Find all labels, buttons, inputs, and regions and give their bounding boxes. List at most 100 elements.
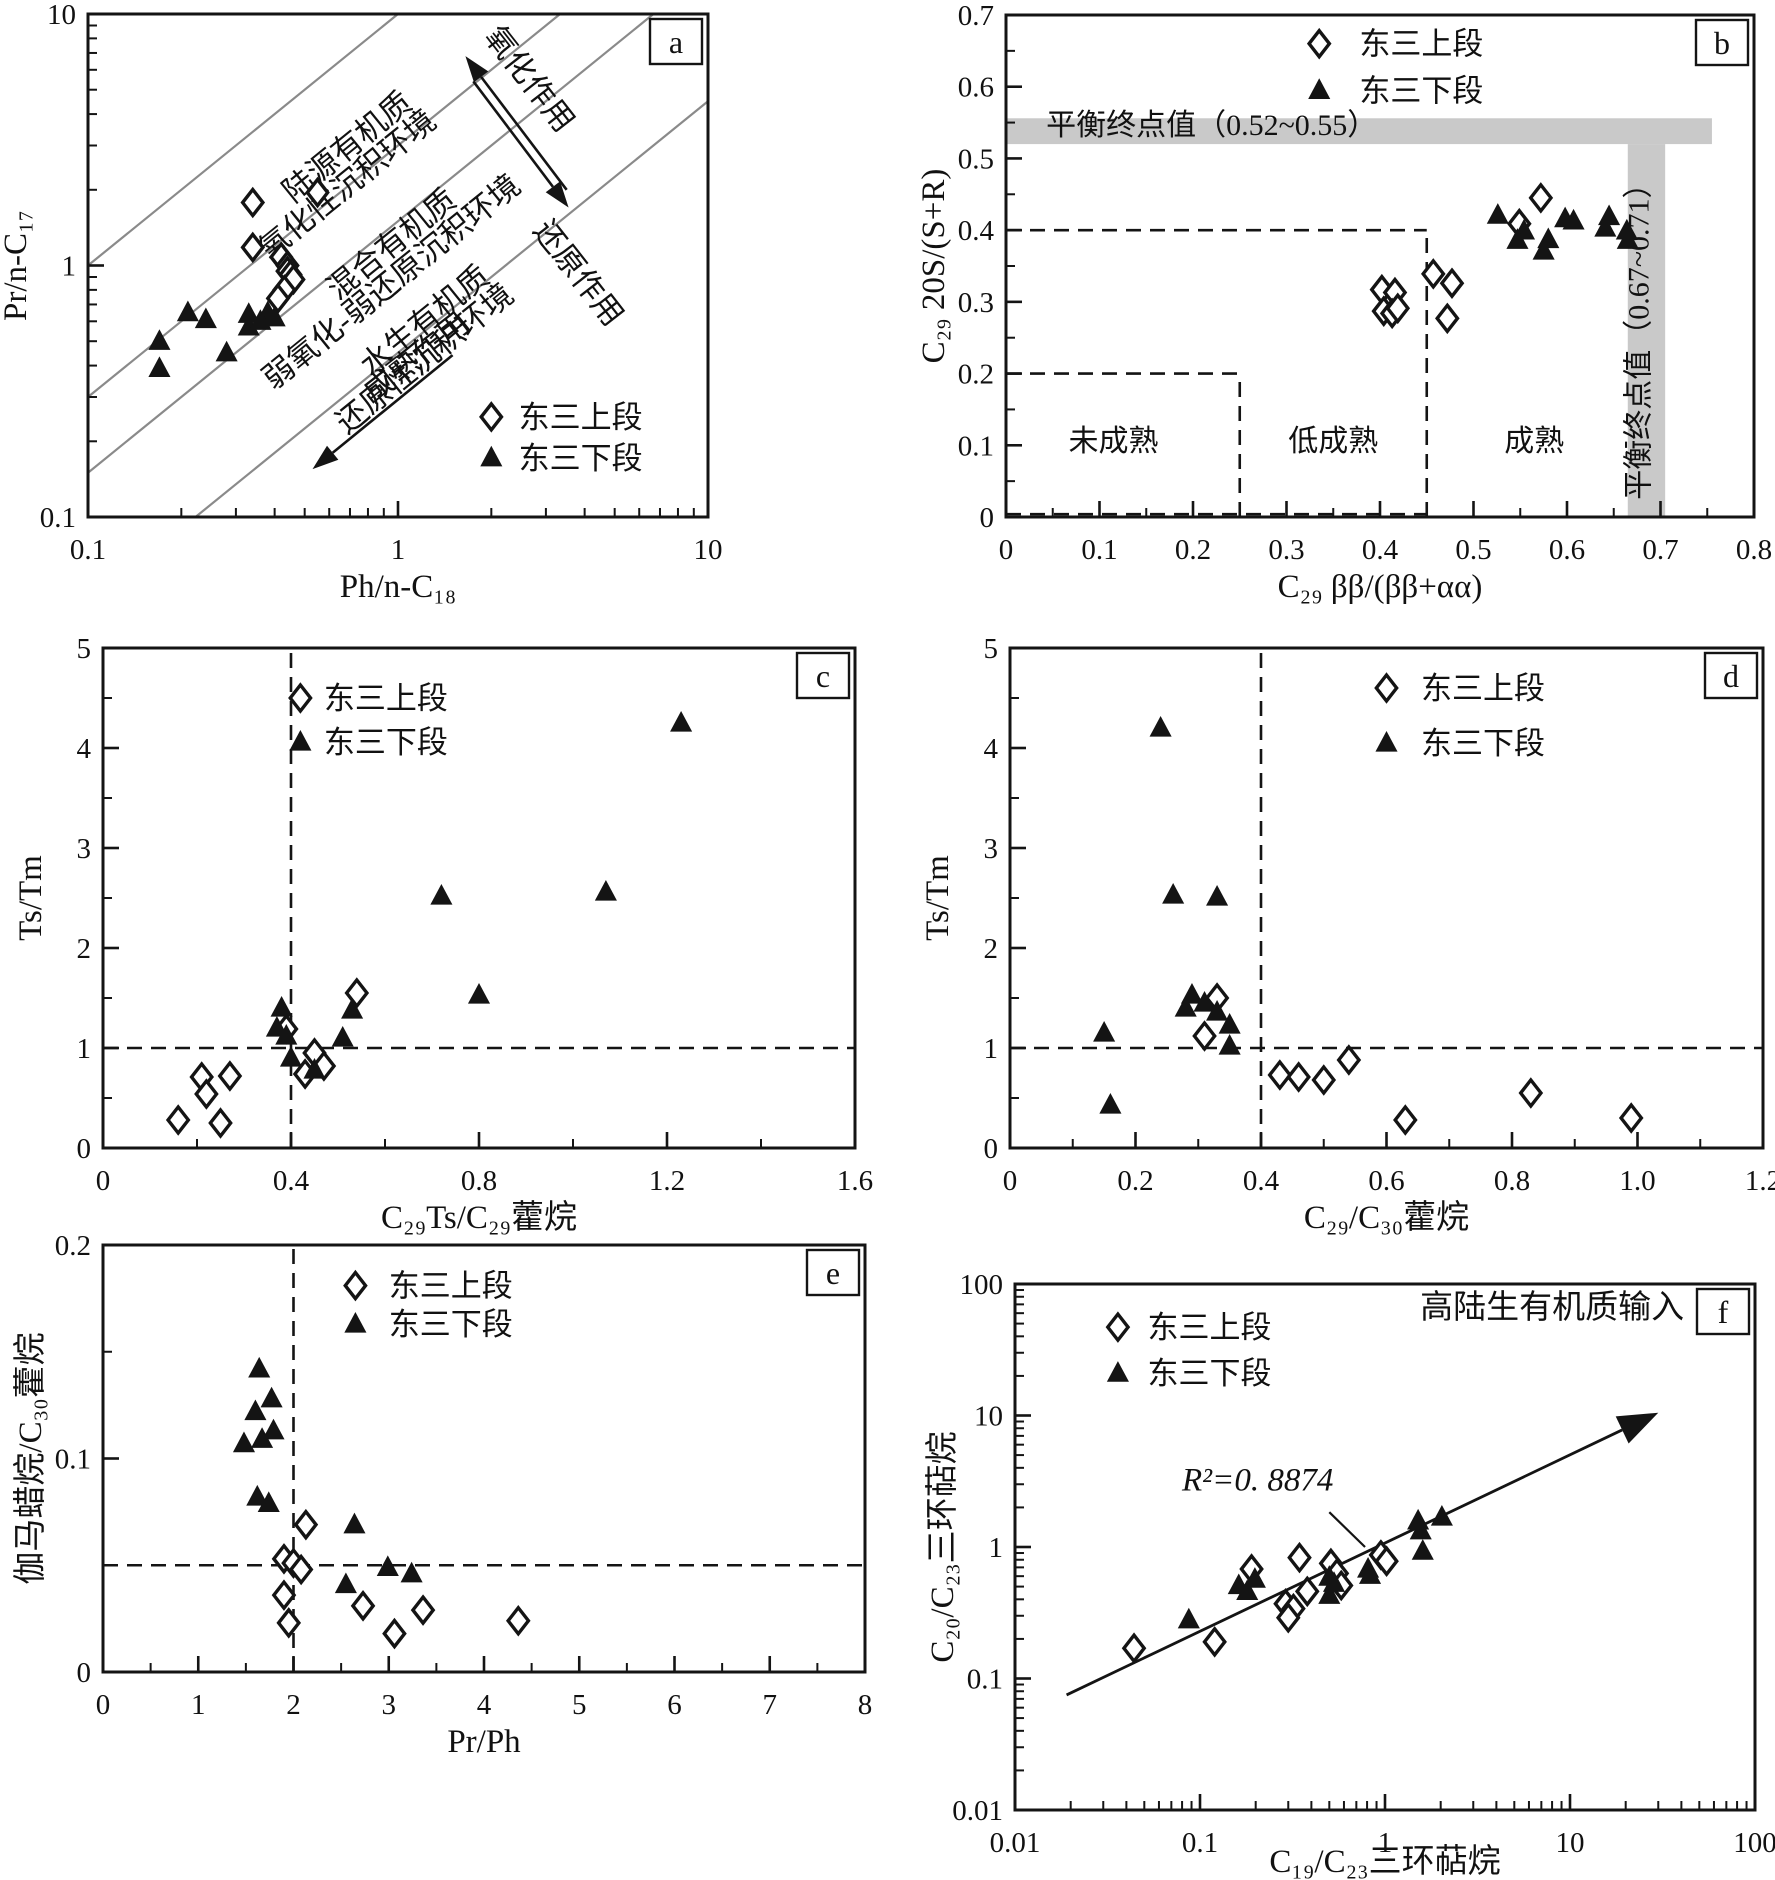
data-point-triangle [1236,1579,1259,1600]
data-point-triangle [1616,228,1639,249]
zone-boundary-line [87,13,399,267]
x-tick-label: 10 [694,534,723,566]
legend-label-upper: 东三上段 [1147,1310,1271,1345]
data-point-triangle [176,300,199,322]
y-tick-label: 2 [984,933,999,965]
panel-letter-box [1703,651,1759,700]
legend-label-lower: 东三下段 [519,441,643,476]
data-point-diamond [1518,1077,1544,1109]
process-arrow [480,76,568,191]
data-point-diamond [1528,182,1554,214]
data-point-diamond [1311,1064,1337,1096]
data-point-triangle [148,329,171,350]
axis-ticks [101,646,857,1150]
data-point-triangle [279,1046,303,1067]
y-tick-label: 0.1 [958,430,994,462]
data-point-triangle [1562,208,1585,230]
x-tick-label: 0.1 [1182,1827,1218,1859]
data-point-triangle [237,314,260,336]
data-point-diamond [1294,1575,1320,1608]
legend-label-lower: 东三下段 [1359,73,1483,108]
y-axis-title: C₂₀/C₂₃三环萜烷 [924,1431,961,1662]
data-point-diamond [410,1594,436,1626]
data-point-triangle [343,1512,366,1534]
x-tick-label: 3 [382,1689,397,1721]
zone-boundary-line [194,100,709,518]
y-axis-title: C₂₉ 20S/(S+R) [916,169,952,364]
data-point-triangle [148,356,171,377]
data-point-triangle [1162,883,1185,904]
y-axis-title: Pr/n-C₁₇ [0,210,34,321]
legend-label-upper: 东三上段 [324,681,448,716]
x-tick-label: 0.01 [990,1827,1041,1859]
series-lower-member [1486,203,1639,260]
data-point-triangle [1532,238,1555,260]
data-point-diamond [1306,27,1332,60]
data-point-triangle [344,1311,367,1333]
x-tick-label: 0.3 [1268,534,1304,566]
data-point-triangle [1177,1607,1200,1629]
series-upper-member [1192,982,1644,1136]
annotation-text: 未成熟 [1069,425,1159,458]
data-point-diamond [271,1579,297,1611]
x-tick-label: 0.4 [273,1165,310,1197]
equilibrium-band [1006,118,1712,145]
data-point-triangle [1106,1361,1129,1382]
data-point-triangle [251,1427,274,1448]
data-point-triangle [1594,215,1617,237]
data-point-triangle [1093,1021,1116,1042]
data-point-diamond [1286,1061,1311,1093]
legend-label-lower: 东三下段 [324,725,448,760]
y-tick-label: 0.2 [55,1230,91,1262]
x-axis-title: Ph/n-C₁₈ [340,569,457,605]
data-point-triangle [1193,991,1216,1012]
y-tick-label: 1 [62,251,77,283]
x-tick-label: 6 [667,1689,682,1721]
data-point-diamond [343,1269,368,1302]
data-point-diamond [382,1617,407,1650]
x-tick-label: 7 [763,1689,778,1721]
data-point-triangle [237,302,260,323]
legend-label-upper: 东三上段 [519,400,643,435]
series-lower-member [232,1356,423,1594]
x-tick-label: 1.0 [1619,1165,1655,1197]
data-point-diamond [1385,292,1411,325]
data-point-diamond [194,1078,219,1110]
data-point-diamond [1287,1541,1312,1574]
data-point-diamond [1435,302,1460,335]
annotation-text: 低成熟 [1288,425,1378,458]
data-point-triangle [303,1058,326,1079]
panel-letter-box [805,1248,861,1297]
legend-label-upper: 东三上段 [1359,27,1483,62]
legend-label-lower: 东三下段 [1147,1356,1271,1391]
x-axis-title: C₂₉/C₃₀藿烷 [1304,1199,1469,1236]
data-point-diamond [505,1604,531,1637]
panel-letter-box [648,17,704,66]
data-point-triangle [1409,1518,1432,1540]
arrow-head-icon [1615,1412,1659,1444]
data-point-triangle [1243,1567,1266,1588]
panel-letter: e [826,1255,840,1291]
x-tick-label: 0.6 [1549,534,1585,566]
y-axis-title: Ts/Tm [13,855,49,941]
x-tick-label: 0.4 [1362,534,1399,566]
data-point-triangle [1206,885,1229,906]
x-tick-label: 0.4 [1243,1165,1280,1197]
panel-f: 0.01 0.1 1 10 100 0.01 0.1 1 10 100 C₁₉/C₂₃三环萜烷 C₂₀… [924,1269,1775,1880]
data-point-triangle [1218,1013,1241,1034]
data-point-triangle [670,711,693,732]
y-tick-label: 0.5 [958,143,994,175]
data-point-triangle [248,1356,271,1378]
y-tick-label: 5 [984,633,999,665]
data-point-triangle [1486,203,1509,224]
data-point-diamond [240,231,266,264]
y-tick-label: 4 [984,733,999,765]
panel-b: 0 0.1 0.2 0.3 0.4 0.5 0.6 0.7 0.8 0 0.1 0.2 0.3 0.4 0.… [916,0,1772,605]
data-point-diamond [305,176,330,209]
x-tick-label: 5 [572,1689,587,1721]
series-upper-member [1369,182,1554,335]
legend-label-upper: 东三上段 [389,1269,513,1304]
plot-frame [1008,646,1765,1150]
